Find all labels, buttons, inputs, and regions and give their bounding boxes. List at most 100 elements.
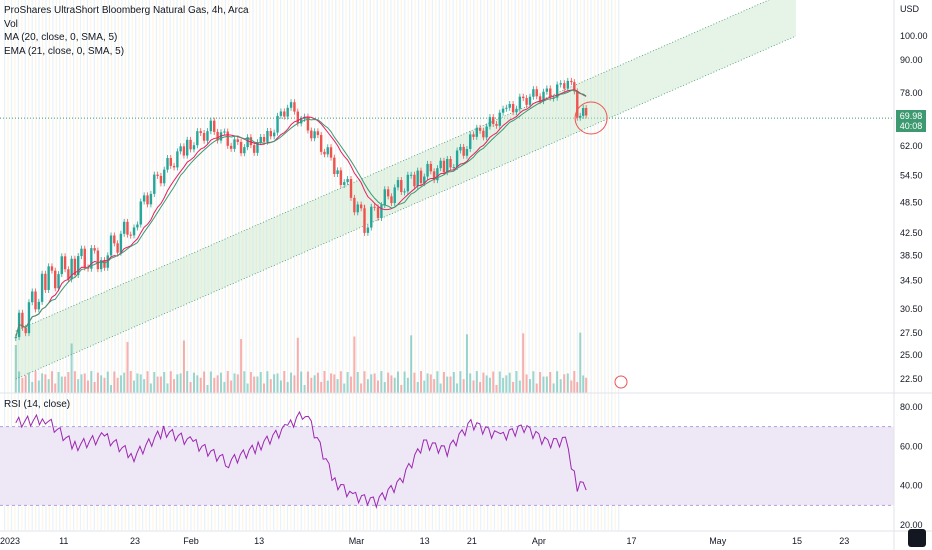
candle [353, 197, 356, 213]
grid-stripe [117, 0, 120, 530]
grid-stripe [490, 0, 492, 530]
candle [236, 139, 239, 142]
candle [518, 96, 522, 109]
candle [159, 175, 163, 184]
volume-bar [515, 371, 518, 393]
volume-bar [153, 371, 156, 393]
grid-stripe [580, 0, 582, 530]
candle [63, 256, 67, 270]
grid-stripe [604, 0, 606, 530]
volume-bar [339, 371, 342, 393]
grid-stripe [500, 0, 502, 530]
volume-bar [286, 382, 289, 393]
volume-bar [166, 383, 169, 393]
volume-bar [70, 343, 73, 393]
candle [462, 146, 465, 156]
candle [199, 131, 202, 133]
grid-stripe [138, 0, 140, 530]
grid-stripe [369, 0, 371, 530]
grid-stripe [17, 0, 19, 530]
candle [122, 221, 126, 234]
candle [243, 147, 246, 154]
grid-stripe [166, 0, 168, 530]
candle [209, 120, 213, 132]
volume-bar [397, 371, 399, 393]
candle [419, 170, 423, 184]
grid-stripe [407, 0, 409, 530]
grid-stripe [618, 0, 620, 530]
volume-bar [360, 383, 363, 393]
grid-stripe [252, 0, 254, 530]
grid-stripe [79, 0, 82, 530]
price-tick: 62.00 [900, 141, 923, 151]
price-tick: 25.00 [900, 350, 923, 360]
grid-stripe [338, 0, 340, 530]
candle [436, 168, 439, 181]
volume-bar [233, 373, 236, 393]
time-tick: 17 [626, 536, 636, 546]
grid-stripe [418, 0, 420, 530]
candle [283, 111, 286, 117]
volume-bar [390, 375, 393, 393]
volume-bar [44, 374, 47, 393]
grid-stripe [614, 0, 616, 530]
volume-bar [126, 341, 129, 393]
grid-stripe [480, 0, 482, 530]
candle [528, 96, 532, 105]
candle [50, 266, 54, 271]
candle [306, 116, 310, 131]
candle [455, 150, 459, 168]
channel-lower [15, 35, 797, 380]
candle [393, 187, 396, 204]
volume-bar [186, 371, 189, 393]
grid-stripe [200, 0, 202, 530]
grid-stripe [459, 0, 461, 530]
volume-bar [492, 371, 495, 393]
grid-stripe [373, 0, 375, 530]
grid-stripe [355, 0, 358, 530]
grid-stripe [217, 0, 220, 530]
volume-bar [269, 379, 272, 393]
candle [136, 224, 139, 228]
candle [192, 145, 196, 150]
grid-stripe [552, 0, 554, 530]
grid-stripe [248, 0, 251, 530]
volume-bar [27, 372, 30, 393]
volume-bar [236, 374, 239, 393]
grid-stripe [190, 0, 192, 530]
volume-bar [459, 371, 462, 393]
price-tick: 100.00 [900, 31, 928, 41]
candle [163, 169, 166, 184]
volume-bar [498, 371, 501, 393]
volume-bar [47, 379, 50, 393]
candle [202, 132, 206, 141]
candle [153, 174, 156, 194]
candle [149, 193, 153, 205]
candle [349, 179, 353, 198]
volume-bar [442, 371, 445, 393]
grid-stripe [397, 0, 399, 530]
volume-bar [410, 335, 413, 393]
volume-bar [173, 379, 176, 393]
candle [296, 111, 300, 124]
time-tick: 15 [792, 536, 802, 546]
candle [132, 227, 136, 236]
grid-stripe [221, 0, 223, 530]
grid-stripe [600, 0, 603, 530]
grid-stripe [566, 0, 568, 530]
grid-stripe [297, 0, 299, 530]
volume-bar [585, 377, 588, 393]
volume-bar [273, 374, 276, 393]
volume-bar [423, 380, 426, 393]
grid-stripe [462, 0, 465, 530]
candle [47, 266, 50, 290]
candle [366, 227, 370, 233]
grid-stripe [242, 0, 244, 530]
grid-stripe [121, 0, 123, 530]
grid-stripe [211, 0, 213, 530]
volume-bar [393, 377, 396, 393]
candle [432, 171, 436, 181]
grid-stripe [511, 0, 513, 530]
volume-bar [21, 377, 24, 393]
